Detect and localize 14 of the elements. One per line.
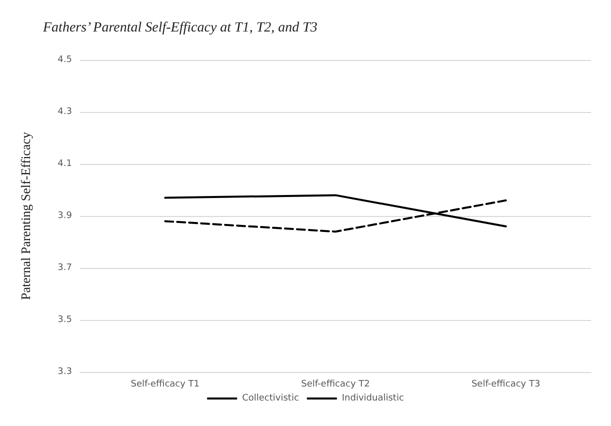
x-tick-label: Self-efficacy T3 xyxy=(471,380,540,390)
y-tick-label: 4.5 xyxy=(58,55,72,65)
y-tick-label: 4.3 xyxy=(58,107,72,117)
y-tick-label: 3.7 xyxy=(58,263,72,273)
y-tick-label: 3.9 xyxy=(58,211,72,221)
legend-label: Collectivistic xyxy=(242,394,299,404)
y-tick-label: 3.3 xyxy=(58,367,72,377)
y-axis-title: Paternal Parenting Self-Efficacy xyxy=(18,132,33,300)
legend-label: Individualistic xyxy=(342,394,404,404)
x-tick-label: Self-efficacy T2 xyxy=(301,380,370,390)
x-tick-label: Self-efficacy T1 xyxy=(130,380,200,390)
y-tick-label: 3.5 xyxy=(58,315,72,325)
y-tick-label: 4.1 xyxy=(58,159,72,169)
chart-title: Fathers’ Parental Self-Efficacy at T1, T2, and T3 xyxy=(42,20,318,36)
